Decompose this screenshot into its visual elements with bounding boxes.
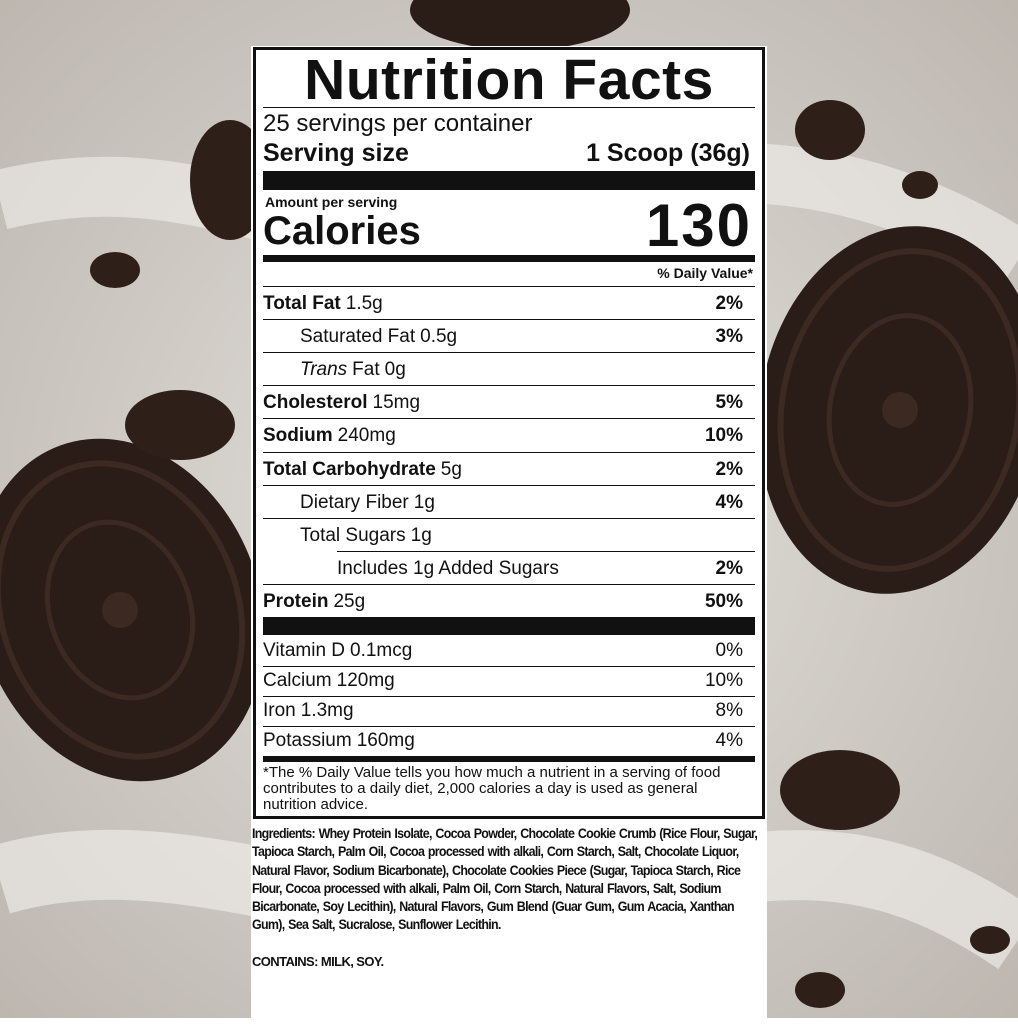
title: Nutrition Facts (304, 48, 714, 112)
rule (263, 666, 755, 667)
ingredients: Ingredients: Whey Protein Isolate, Cocoa… (252, 826, 758, 933)
rule (263, 484, 755, 486)
daily-value: 8% (715, 700, 743, 721)
rule (263, 726, 755, 727)
label-panel (251, 46, 767, 1026)
nutrient-label: Protein 25g (263, 591, 365, 612)
nutrient-label: Total Fat 1.5g (263, 293, 383, 314)
rule (263, 352, 755, 354)
nutrient-name: Includes 1g Added Sugars (337, 557, 559, 579)
nutrient-name: Protein (263, 590, 329, 612)
rule (263, 107, 755, 108)
nutrient-label: Dietary Fiber 1g (300, 492, 435, 513)
nutrient-amount: 0g (384, 359, 406, 381)
daily-value: 4% (715, 730, 743, 751)
vitamin-name: Iron (263, 700, 296, 721)
nutrient-row: Dietary Fiber 1g 4% (263, 486, 743, 519)
calories-value: 130 (645, 192, 752, 259)
nutrient-name: Total Fat (263, 293, 341, 314)
contains: CONTAINS: MILK, SOY. (252, 954, 384, 969)
nutrient-name: Dietary Fiber (300, 491, 409, 513)
nutrient-label: Trans Fat 0g (300, 359, 406, 380)
nutrient-label: Sodium 240mg (263, 425, 396, 446)
rule (263, 696, 755, 697)
vitamin-name: Potassium (263, 730, 352, 751)
vitamin-amount: 160mg (356, 730, 415, 751)
nutrient-amount: 0.5g (420, 326, 458, 348)
rule (263, 418, 755, 420)
vitamin-row: Vitamin D 0.1mcg 0% (263, 636, 743, 666)
rule (263, 517, 755, 519)
daily-value: 2% (715, 557, 743, 579)
vitamin-amount: 120mg (336, 670, 395, 691)
nutrient-row: Trans Fat 0g (263, 353, 743, 386)
nutrient-row: Saturated Fat 0.5g 3% (263, 320, 743, 353)
vitamin-row: Calcium 120mg 10% (263, 666, 743, 696)
amount-note: Amount per serving (265, 194, 398, 210)
daily-value: 3% (715, 326, 743, 348)
thick-rule (263, 171, 755, 190)
rule (263, 451, 755, 453)
nutrient-row: Cholesterol 15mg 5% (263, 386, 743, 419)
nutrient-name: Saturated Fat (300, 326, 416, 348)
rule (337, 550, 755, 552)
nutrient-label: Saturated Fat 0.5g (300, 326, 457, 347)
nutrient-amount: 240mg (337, 425, 396, 447)
nutrient-amount: 15mg (372, 392, 421, 414)
nutrient-label: Cholesterol 15mg (263, 392, 420, 413)
daily-value: 2% (715, 458, 743, 480)
daily-value: 50% (704, 590, 743, 612)
rule (263, 385, 755, 387)
nutrient-name: Fat (352, 359, 380, 381)
nutrient-name: Total Carbohydrate (263, 458, 436, 480)
nutrient-name: Cholesterol (263, 392, 368, 414)
nutrient-amount: 1.5g (345, 293, 383, 314)
facts-border (253, 47, 765, 819)
dv-header: % Daily Value* (657, 265, 753, 281)
nutrient-row: Total Carbohydrate 5g 2% (263, 453, 743, 486)
vitamin-row: Iron 1.3mg 8% (263, 696, 743, 726)
nutrient-name: Sodium (263, 425, 333, 447)
nutrient-amount: 5g (440, 458, 462, 480)
nutrient-amount: 25g (333, 590, 366, 612)
daily-value: 10% (704, 670, 743, 691)
nutrient-row: Sodium 240mg 10% (263, 419, 743, 452)
nutrient-name-italic: Trans (300, 359, 348, 381)
vitamin-row: Potassium 160mg 4% (263, 726, 743, 756)
rule (263, 583, 755, 585)
nutrient-row: Protein 25g 50% (263, 585, 743, 618)
footnote: *The % Daily Value tells you how much a … (263, 764, 721, 813)
vitamin-name: Vitamin D (263, 640, 346, 661)
nutrient-row: Includes 1g Added Sugars 2% (263, 552, 743, 585)
rule (263, 319, 755, 321)
nutrient-amount: 1g (410, 524, 432, 546)
daily-value: 10% (704, 425, 743, 447)
nutrient-label: Total Sugars 1g (300, 525, 432, 546)
vitamin-amount: 0.1mcg (350, 640, 413, 661)
vitamin-name: Calcium (263, 670, 332, 691)
serving-size-value: 1 Scoop (36g) (586, 139, 750, 167)
nutrient-name: Total Sugars (300, 524, 406, 546)
daily-value: 0% (715, 640, 743, 661)
nutrient-amount: 1g (413, 491, 435, 513)
medium-rule (263, 756, 755, 762)
serving-size-label: Serving size (263, 139, 409, 167)
daily-value: 2% (715, 293, 743, 314)
calories-label: Calories (263, 209, 421, 253)
servings: 25 servings per container (263, 110, 533, 137)
nutrient-row: Total Sugars 1g (263, 519, 743, 552)
nutrient-label: Total Carbohydrate 5g (263, 459, 462, 480)
daily-value: 5% (715, 392, 743, 414)
rule (263, 286, 755, 287)
medium-rule (263, 255, 755, 262)
vitamin-amount: 1.3mg (300, 700, 354, 721)
nutrient-label: Includes 1g Added Sugars (337, 558, 559, 579)
thick-rule (263, 617, 755, 635)
daily-value: 4% (715, 491, 743, 513)
nutrient-row: Total Fat 1.5g 2% (263, 287, 743, 320)
